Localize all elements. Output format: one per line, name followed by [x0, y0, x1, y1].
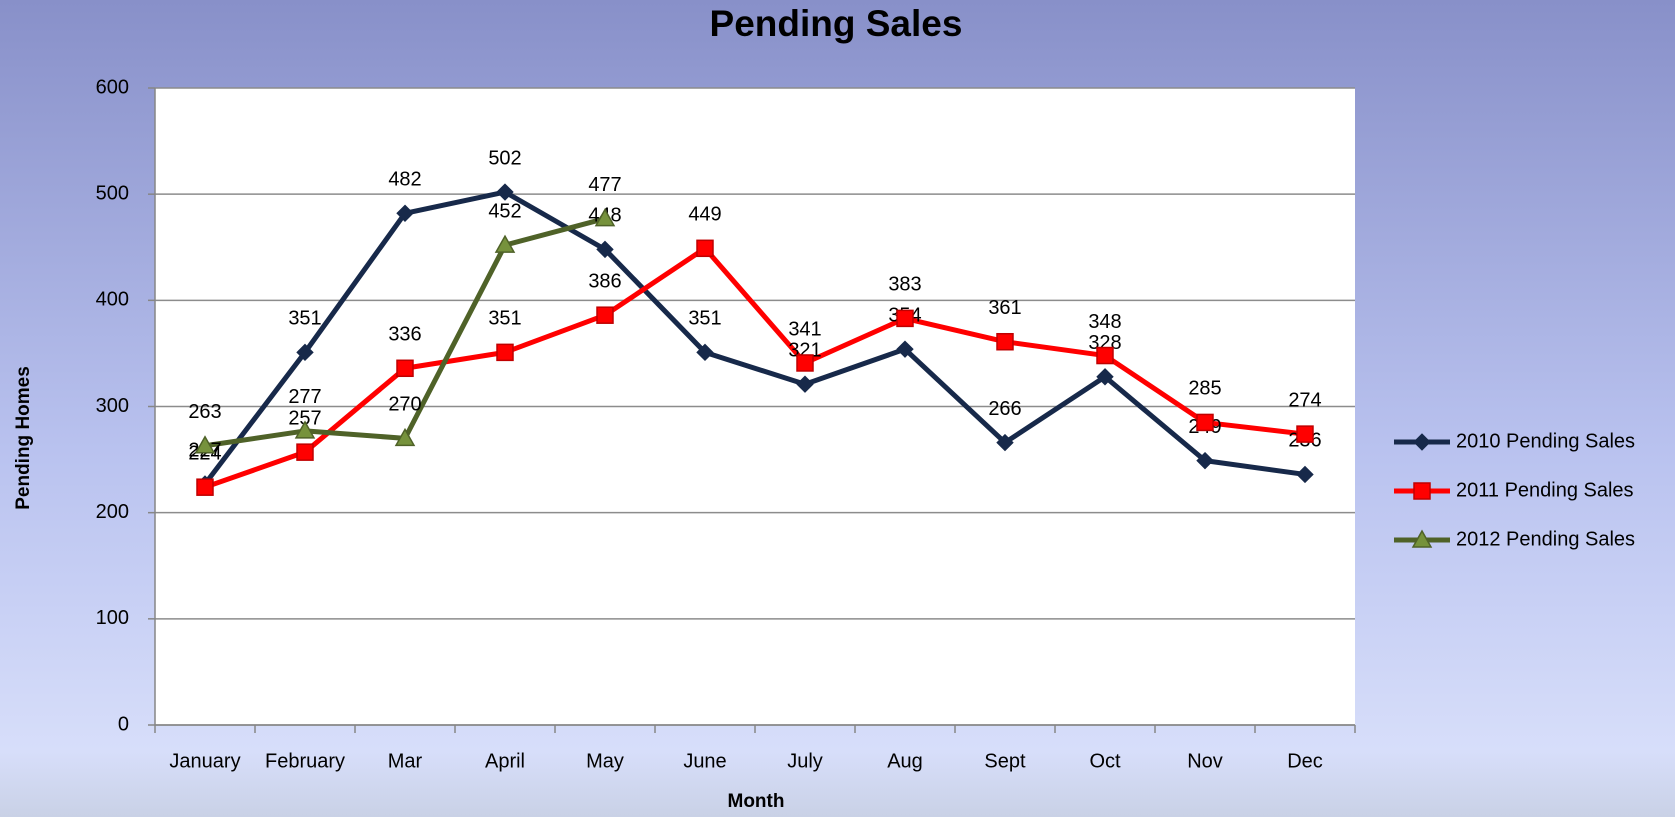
x-tick-label: Oct: [1089, 750, 1121, 772]
marker: [696, 343, 714, 362]
legend-label: 2012 Pending Sales: [1456, 528, 1635, 550]
data-label: 274: [1288, 389, 1321, 411]
marker: [1296, 465, 1314, 484]
marker: [696, 239, 714, 258]
data-label: 285: [1188, 378, 1221, 400]
marker: [1413, 433, 1431, 451]
data-label: 452: [488, 200, 521, 222]
y-tick-label: 500: [96, 182, 129, 204]
data-label: 266: [988, 398, 1021, 420]
marker: [496, 343, 514, 362]
y-axis-title: Pending Homes: [13, 366, 34, 510]
data-label: 383: [888, 274, 921, 296]
marker: [1411, 529, 1433, 548]
marker: [1096, 346, 1114, 365]
series-line: [204, 245, 1306, 490]
axes: 0 100 200 300 400 500 600 January February Mar Apr…: [96, 76, 1356, 772]
marker: [494, 234, 516, 253]
y-tick-label: 200: [96, 501, 129, 523]
y-tick-label: 300: [96, 395, 129, 417]
legend-label: 2010 Pending Sales: [1456, 430, 1635, 452]
marker: [1196, 451, 1214, 470]
marker: [396, 204, 414, 222]
data-label: 351: [688, 308, 721, 330]
x-tick-label: April: [485, 750, 525, 772]
data-label: 386: [588, 270, 621, 292]
series-line: [203, 189, 1306, 486]
marker: [594, 208, 616, 227]
data-label: 449: [688, 204, 721, 226]
data-label: 257: [288, 407, 321, 429]
data-label: 482: [388, 169, 421, 191]
data-label: 502: [488, 147, 521, 169]
legend-label: 2011 Pending Sales: [1456, 479, 1634, 501]
x-axis-title: Month: [728, 791, 785, 812]
marker: [1296, 425, 1314, 443]
marker: [996, 332, 1014, 351]
x-tick-label: Nov: [1187, 750, 1223, 772]
x-tick-label: February: [265, 750, 345, 772]
chart-title: Pending Sales: [710, 3, 963, 44]
marker: [196, 478, 214, 496]
marker: [896, 340, 914, 358]
data-label: 336: [388, 324, 421, 346]
x-tick-label: Aug: [887, 750, 923, 772]
x-tick-label: January: [169, 750, 240, 772]
x-tick-label: Dec: [1287, 750, 1323, 772]
series-lines: 2273514825024483513213542663282492362242…: [188, 147, 1322, 496]
x-tick-label: Mar: [388, 750, 423, 772]
marker: [294, 420, 316, 439]
x-tick-label: June: [683, 750, 726, 772]
x-tick-label: May: [586, 750, 624, 772]
data-label: 263: [188, 401, 221, 423]
data-label: 361: [988, 297, 1021, 319]
marker: [596, 306, 614, 324]
data-label: 270: [388, 394, 421, 416]
marker: [1196, 413, 1214, 432]
marker: [596, 240, 614, 259]
marker: [896, 309, 914, 328]
data-label: 351: [288, 308, 321, 330]
y-tick-label: 100: [96, 607, 129, 629]
data-label: 351: [488, 308, 521, 330]
y-tick-label: 600: [96, 76, 129, 98]
marker: [1413, 482, 1431, 500]
data-label: 477: [588, 174, 621, 196]
marker: [996, 433, 1014, 452]
y-tick-label: 400: [96, 289, 129, 311]
legend: 2010 Pending Sales 2011 Pending Sales 2012…: [1394, 430, 1635, 550]
x-tick-label: July: [787, 750, 823, 772]
data-label: 277: [288, 386, 321, 408]
data-label: 341: [788, 318, 821, 340]
marker: [394, 427, 416, 447]
marker: [296, 343, 314, 362]
marker: [796, 354, 814, 372]
marker: [1096, 368, 1114, 386]
y-tick-label: 0: [118, 713, 129, 735]
marker: [296, 443, 314, 461]
marker: [396, 359, 414, 378]
marker: [796, 375, 814, 393]
x-tick-label: Sept: [984, 750, 1026, 772]
data-label: 348: [1088, 311, 1121, 333]
marker: [496, 183, 514, 201]
marker: [194, 435, 216, 454]
